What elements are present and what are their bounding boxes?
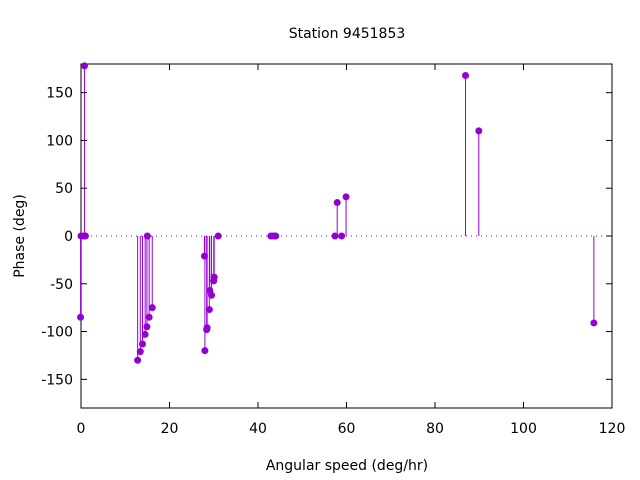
x-tick-label: 0 <box>77 421 86 437</box>
data-point <box>205 306 213 314</box>
data-point <box>338 232 346 240</box>
data-point <box>333 199 341 207</box>
data-point <box>342 193 350 201</box>
data-point <box>148 304 156 312</box>
data-point <box>208 291 216 299</box>
data-point <box>139 340 147 348</box>
data-point <box>77 313 85 321</box>
data-point <box>141 330 149 338</box>
data-point <box>331 232 339 240</box>
data-point <box>81 232 89 240</box>
data-point <box>81 62 89 70</box>
data-point <box>475 127 483 135</box>
x-tick-label: 100 <box>510 421 537 437</box>
data-points <box>77 62 598 364</box>
y-tick-label: 150 <box>46 86 73 102</box>
x-tick-label: 60 <box>338 421 356 437</box>
y-tick-label: 0 <box>64 229 73 245</box>
y-axis-label: Phase (deg) <box>12 194 28 278</box>
y-tick-label: -150 <box>41 372 73 388</box>
data-point <box>462 71 470 79</box>
x-axis-label: Angular speed (deg/hr) <box>266 458 428 474</box>
data-point <box>272 232 280 240</box>
x-tick-label: 40 <box>249 421 267 437</box>
y-tick-label: 50 <box>55 181 73 197</box>
data-point <box>590 319 598 327</box>
y-tick-label: -100 <box>41 325 73 341</box>
x-tick-label: 120 <box>599 421 626 437</box>
data-point <box>203 324 211 332</box>
data-point <box>143 323 151 331</box>
data-point <box>210 273 218 281</box>
data-point <box>136 348 144 356</box>
data-point <box>145 313 153 321</box>
chart-title: Station 9451853 <box>289 26 406 42</box>
data-point <box>214 232 222 240</box>
data-point <box>134 356 142 364</box>
data-point <box>200 252 208 260</box>
impulse-lines <box>80 65 595 361</box>
y-tick-label: 100 <box>46 133 73 149</box>
x-tick-label: 20 <box>161 421 179 437</box>
data-point <box>143 232 151 240</box>
axis-ticks: 0 20 40 60 80 100 120 -150 -100 -50 0 50 100 150 <box>41 64 625 437</box>
data-point <box>201 347 209 355</box>
y-tick-label: -50 <box>50 277 73 293</box>
x-tick-label: 80 <box>426 421 444 437</box>
